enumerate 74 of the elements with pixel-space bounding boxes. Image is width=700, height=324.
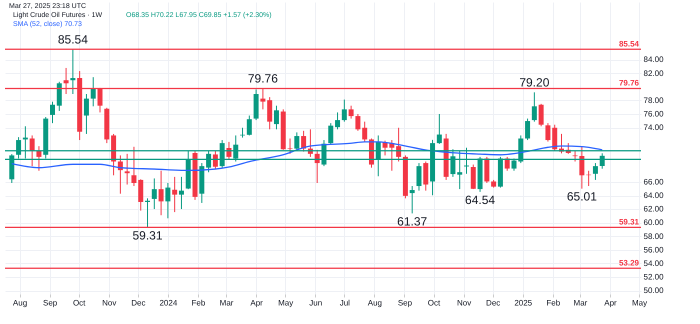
candlestick [538,103,544,127]
y-tick-label: 82.00 [644,68,664,78]
y-tick-label: 78.00 [644,96,664,105]
y-tick-label: 76.00 [644,110,664,119]
candlestick [342,99,347,122]
candlestick [172,176,178,213]
candlestick [70,48,76,95]
x-tick-label: May [278,298,294,308]
candlestick [152,178,157,210]
annotation: 79.76 [248,72,278,86]
x-tick-label: Apr [604,298,618,308]
x-tick-label: Oct [428,298,442,308]
y-tick-label: 62.00 [644,204,664,214]
y-tick-label: 64.00 [644,191,664,200]
candlestick [525,118,530,141]
x-tick-label: Oct [72,298,86,308]
annotation: 64.54 [465,192,496,207]
x-tick-label: Jul [340,298,350,308]
ref-line-label: 85.54 [618,39,640,48]
x-tick-label: Nov [102,298,116,308]
ref-line-label: 59.31 [618,217,640,226]
y-tick-label: 60.00 [644,218,664,228]
candlestick [50,101,56,124]
candlestick [470,164,476,190]
annotation: 59.31 [132,228,163,242]
annotation: 79.20 [519,75,550,90]
candlestick [30,134,35,167]
candlestick [410,186,415,214]
y-tick-label: 66.00 [644,177,664,186]
x-tick-label: Mar [220,298,234,308]
y-tick-label: 74.00 [644,123,664,132]
candlestick [301,130,306,152]
y-tick-label: 52.00 [644,272,664,282]
ref-line-label: 79.76 [618,78,640,88]
candlestick [423,161,428,192]
x-tick-label: Dec [131,298,146,308]
candlestick [246,115,252,136]
annotation: 65.01 [566,190,598,204]
x-tick-label: Feb [192,298,206,308]
candlestick [532,92,537,122]
x-tick-label: Apr [250,298,264,308]
x-tick-label: Mar [574,298,588,308]
candlestick [348,105,354,120]
y-tick-label: 50.00 [644,286,664,296]
x-tick-label: Dec [486,298,500,308]
candlestick [178,176,184,210]
candlestick [436,113,442,144]
candlestick [484,156,490,184]
candlestick [274,105,279,130]
x-tick-label: Aug [12,298,28,308]
y-tick-label: 56.00 [644,245,664,254]
candlestick [90,76,96,107]
x-tick-label: May [632,298,648,308]
candlestick [592,162,598,180]
candlestick [158,170,164,216]
x-tick-label: 2025 [514,298,533,308]
candlestick [56,81,62,112]
x-tick-label: Nov [456,298,472,308]
y-tick-label: 84.00 [644,55,664,64]
annotation: 61.37 [397,214,428,228]
x-tick-label: Jun [309,298,322,308]
candlestick [416,162,422,192]
annotation: 85.54 [58,32,88,46]
x-tick-label: Feb [546,298,561,308]
x-tick-label: 2024 [159,298,178,308]
ref-line-label: 53.29 [618,258,640,268]
candlestick [84,94,89,134]
x-tick-label: Sep [42,298,58,308]
y-tick-label: 54.00 [644,258,664,268]
x-tick-label: Sep [398,298,413,308]
candlestick [36,146,42,172]
candlestick [165,182,170,219]
y-tick-label: 58.00 [644,232,664,241]
x-tick-label: Aug [368,298,382,308]
